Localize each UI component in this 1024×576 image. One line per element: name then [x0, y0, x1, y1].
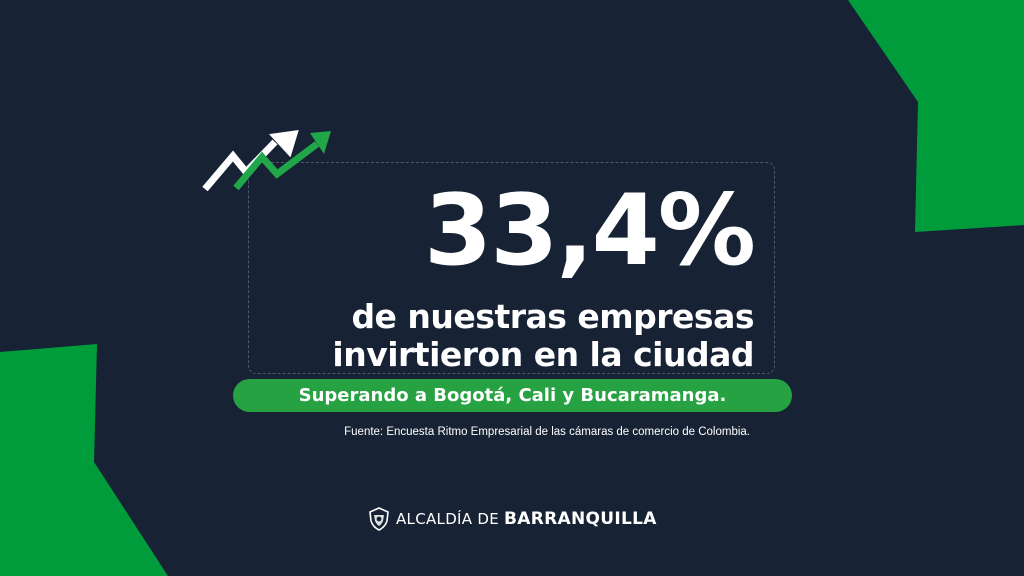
logo-name: BARRANQUILLA — [504, 509, 657, 529]
top-right-green-shape — [848, 0, 1024, 232]
headline-line-1: de nuestras empresas — [351, 297, 754, 336]
coat-of-arms-icon — [369, 507, 389, 531]
rising-arrows-icon — [202, 129, 331, 192]
headline-line-2: invirtieron en la ciudad — [332, 335, 754, 374]
headline-figure: 33,4% — [424, 174, 756, 288]
headline-text: de nuestras empresas invirtieron en la c… — [332, 298, 754, 374]
highlight-text: Superando a Bogotá, Cali y Bucaramanga. — [298, 385, 727, 406]
content-frame — [248, 162, 775, 374]
alcaldia-logo: ALCALDÍA DE BARRANQUILLA — [367, 506, 657, 532]
logo-prefix: ALCALDÍA DE — [396, 510, 500, 528]
highlight-pill: Superando a Bogotá, Cali y Bucaramanga. — [233, 379, 792, 412]
source-note: Fuente: Encuesta Ritmo Empresarial de la… — [344, 426, 750, 438]
bottom-left-green-shape — [0, 344, 168, 576]
